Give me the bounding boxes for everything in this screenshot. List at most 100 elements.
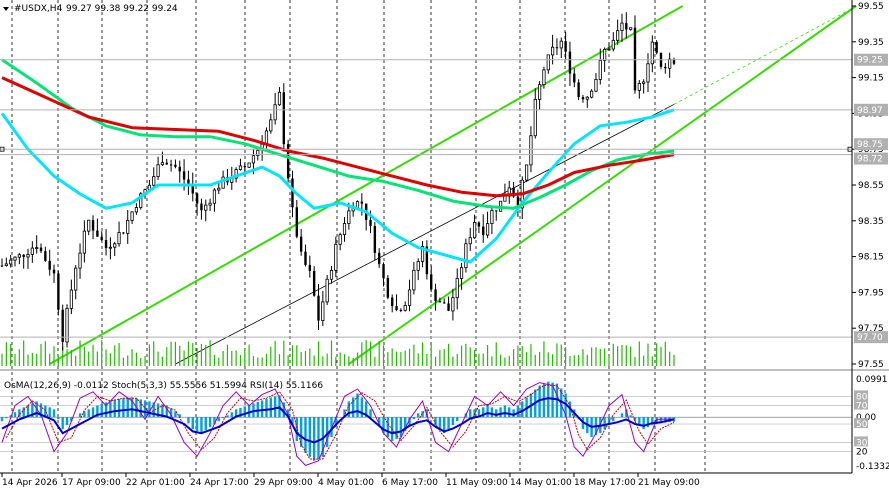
level-badge <box>854 418 868 428</box>
candle-body-bear <box>482 226 485 236</box>
candle-body-bull <box>139 193 143 208</box>
candle-body-bear <box>286 144 290 179</box>
candle-body-bull <box>603 48 607 61</box>
candle-body-bull <box>338 234 342 245</box>
candle-body-bull <box>472 222 477 239</box>
candle-body-bear <box>317 295 320 321</box>
candle-body-bull <box>616 30 620 41</box>
candle-body-bull <box>264 130 269 145</box>
candle-body-bear <box>386 277 390 298</box>
price-marker-label: 98.75 <box>857 140 883 150</box>
candle-body-bull <box>533 99 537 137</box>
candle-body-bear <box>48 260 51 270</box>
candle-body-bull <box>208 202 212 206</box>
candle-body-bear <box>434 289 437 302</box>
moving-average-ma_mid <box>1 58 675 210</box>
time-tick-label: 18 May 17:00 <box>574 478 636 488</box>
candle-body-bear <box>0 265 4 267</box>
time-tick-label: 14 May 01:00 <box>510 478 572 488</box>
price-markers: 99.25 98.97 98.75 98.72 97.70 <box>0 53 888 344</box>
candle-body-bear <box>52 269 56 274</box>
candle-body-bull <box>13 256 17 261</box>
candle-body-bull <box>468 237 472 245</box>
candle-body-bull <box>325 278 329 303</box>
candle-body-bull <box>321 301 325 321</box>
candle-body-bear <box>169 164 173 166</box>
candle-body-bull <box>629 27 633 30</box>
candle-body-bull <box>160 162 165 166</box>
price-marker-label: 99.25 <box>857 56 883 66</box>
candle-body-bear <box>187 179 190 186</box>
candle-body-bull <box>529 135 533 166</box>
candle-body-bull <box>642 81 646 84</box>
candle-body-bull <box>650 41 654 65</box>
candle-body-bull <box>546 54 550 71</box>
indicator-header: OsMA(12,26,9) -0.0112 Stoch(5,3,3) 55.55… <box>4 381 323 391</box>
price-tick-label: 98.55 <box>858 181 884 191</box>
price-tick-label: 98.35 <box>858 217 884 227</box>
price-marker-label: 98.97 <box>857 106 883 116</box>
price-candles[interactable] <box>0 12 676 351</box>
price-tick-label: 99.35 <box>858 38 884 48</box>
candle-body-bull <box>607 48 611 51</box>
candle-body-bull <box>269 119 273 132</box>
level-badge <box>854 436 868 447</box>
candle-body-bull <box>342 223 347 236</box>
grid-lines <box>11 0 706 473</box>
candle-body-bull <box>238 165 243 170</box>
moving-average-ma_slow <box>1 76 675 198</box>
candle-body-bear <box>57 273 60 310</box>
candle-body-bear <box>625 23 628 30</box>
candle-body-bear <box>512 187 515 197</box>
candle-body-bull <box>74 267 78 291</box>
candle-body-bull <box>329 269 334 280</box>
candle-body-bull <box>234 169 238 179</box>
candle-body-bear <box>360 201 364 204</box>
candle-body-bear <box>382 264 385 278</box>
time-axis: 14 Apr 2026 17 Apr 09:00 22 Apr 01:00 24 Ap… <box>0 0 853 488</box>
candle-body-bull <box>117 232 121 245</box>
osc-scale-label: 80 <box>856 392 868 402</box>
candle-body-bear <box>369 219 372 227</box>
candle-body-bear <box>22 254 25 257</box>
stoch-signal-line <box>5 384 675 460</box>
candle-body-bear <box>304 251 307 265</box>
channel-line-lower <box>348 5 857 365</box>
candle-body-bear <box>44 251 47 261</box>
candle-body-bull <box>459 267 464 279</box>
price-marker-badge <box>854 152 888 165</box>
candle-body-bear <box>373 226 377 253</box>
time-tick-label: 14 Apr 2026 <box>2 478 58 488</box>
price-marker-label: 98.72 <box>857 155 883 165</box>
candle-body-bear <box>61 309 64 343</box>
time-tick-label: 6 May 17:00 <box>382 478 438 488</box>
price-marker-badge <box>854 103 888 116</box>
price-tick-label: 97.55 <box>858 360 884 370</box>
candle-body-bear <box>495 210 498 212</box>
candle-body-bear <box>430 274 433 290</box>
candle-body-bull <box>113 243 117 248</box>
candle-body-bear <box>377 252 381 265</box>
dropdown-triangle-icon[interactable] <box>3 7 9 11</box>
moving-averages <box>0 58 675 264</box>
candle-body-bull <box>611 39 615 50</box>
price-tick-label: 99.15 <box>858 74 884 84</box>
osc-scale-label: -0.1332 <box>856 462 889 472</box>
price-marker-label: 97.70 <box>857 333 883 343</box>
candle-body-bear <box>182 171 186 180</box>
candle-body-bear <box>581 97 585 100</box>
candle-body-bear <box>633 27 637 91</box>
candle-body-bear <box>655 42 658 53</box>
candle-body-bull <box>559 40 563 49</box>
price-tick-label: 99.55 <box>858 2 884 12</box>
chart-header: #USDX,H4 99.27 99.38 99.22 99.24 <box>3 4 178 14</box>
channel-line-upper <box>49 5 684 365</box>
time-tick-label: 4 May 01:00 <box>318 478 374 488</box>
candle-body-bull <box>598 60 602 80</box>
candle-body-bull <box>347 210 351 224</box>
moving-average-ma_fast <box>0 108 675 264</box>
candle-body-bull <box>524 164 529 181</box>
rsi-line <box>1 397 675 444</box>
